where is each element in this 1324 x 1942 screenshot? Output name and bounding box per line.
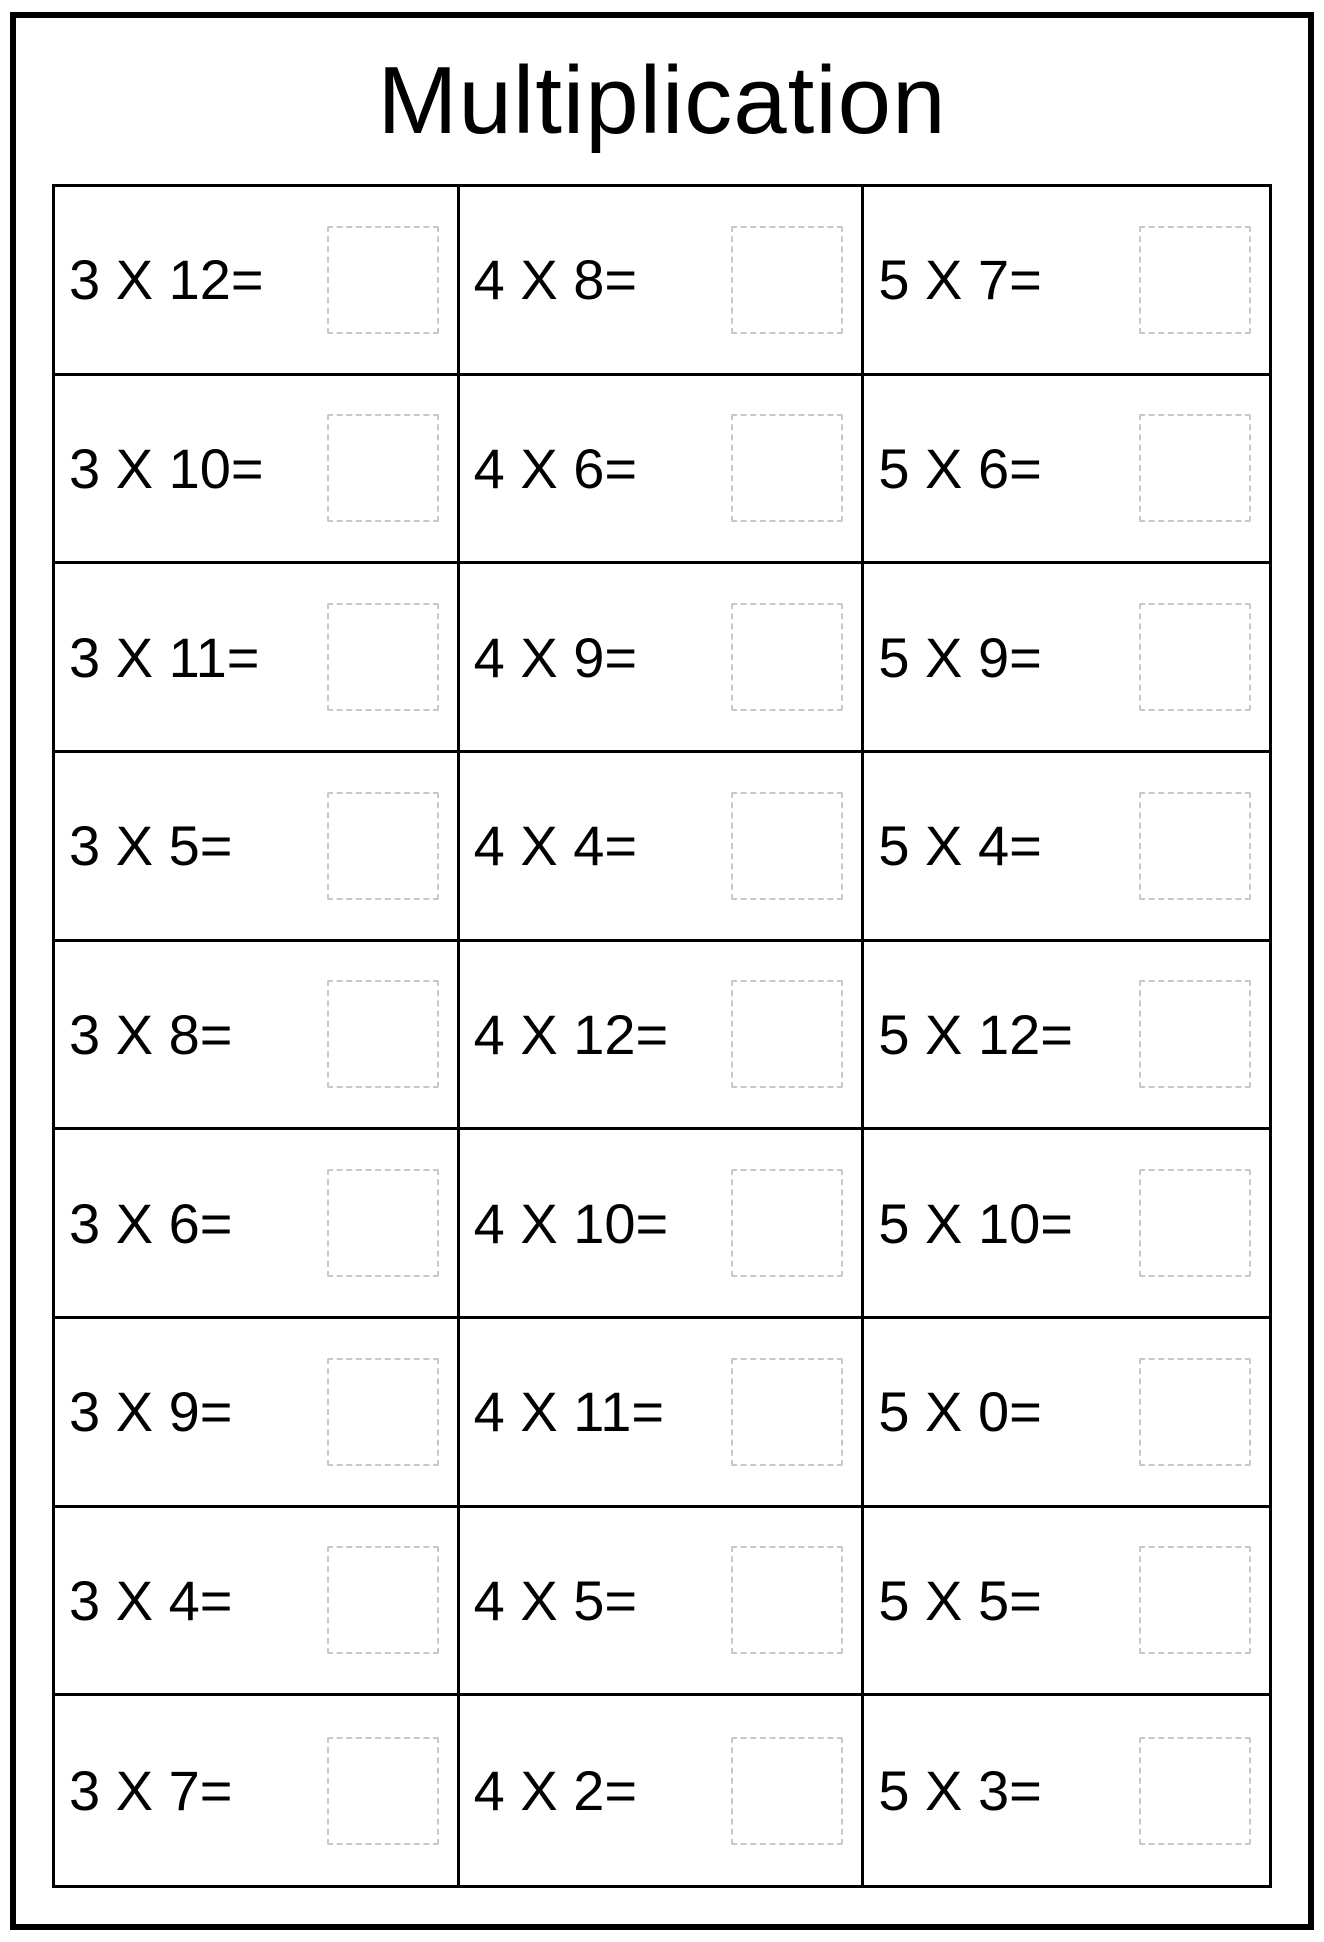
problem-cell: 3 X 5= bbox=[55, 753, 460, 942]
problem-cell: 5 X 0= bbox=[864, 1319, 1269, 1508]
answer-box[interactable] bbox=[1139, 1546, 1251, 1654]
problem-text: 4 X 6= bbox=[474, 436, 732, 501]
problem-cell: 5 X 5= bbox=[864, 1508, 1269, 1697]
answer-box[interactable] bbox=[327, 226, 439, 334]
problem-cell: 3 X 12= bbox=[55, 187, 460, 376]
answer-box[interactable] bbox=[327, 603, 439, 711]
answer-box[interactable] bbox=[731, 1546, 843, 1654]
answer-box[interactable] bbox=[327, 1358, 439, 1466]
page-title: Multiplication bbox=[52, 46, 1272, 156]
problem-cell: 5 X 3= bbox=[864, 1696, 1269, 1885]
problem-cell: 3 X 11= bbox=[55, 564, 460, 753]
problem-text: 5 X 7= bbox=[878, 247, 1139, 312]
problem-cell: 4 X 6= bbox=[460, 376, 865, 565]
problem-cell: 3 X 8= bbox=[55, 942, 460, 1131]
problem-text: 5 X 12= bbox=[878, 1002, 1139, 1067]
problem-text: 5 X 3= bbox=[878, 1758, 1139, 1823]
problem-text: 3 X 7= bbox=[69, 1758, 327, 1823]
problem-text: 4 X 11= bbox=[474, 1379, 732, 1444]
problem-text: 4 X 4= bbox=[474, 813, 732, 878]
problem-cell: 3 X 6= bbox=[55, 1130, 460, 1319]
problem-text: 5 X 6= bbox=[878, 436, 1139, 501]
problem-text: 3 X 6= bbox=[69, 1191, 327, 1256]
answer-box[interactable] bbox=[731, 1169, 843, 1277]
problem-text: 4 X 10= bbox=[474, 1191, 732, 1256]
answer-box[interactable] bbox=[1139, 792, 1251, 900]
answer-box[interactable] bbox=[1139, 1737, 1251, 1845]
problem-cell: 4 X 9= bbox=[460, 564, 865, 753]
problem-text: 3 X 4= bbox=[69, 1568, 327, 1633]
problem-cell: 5 X 4= bbox=[864, 753, 1269, 942]
problem-cell: 4 X 11= bbox=[460, 1319, 865, 1508]
answer-box[interactable] bbox=[327, 792, 439, 900]
problem-cell: 4 X 10= bbox=[460, 1130, 865, 1319]
answer-box[interactable] bbox=[731, 1737, 843, 1845]
problem-text: 4 X 9= bbox=[474, 625, 732, 690]
problem-text: 3 X 11= bbox=[69, 625, 327, 690]
problem-cell: 3 X 4= bbox=[55, 1508, 460, 1697]
problem-text: 3 X 8= bbox=[69, 1002, 327, 1067]
answer-box[interactable] bbox=[731, 603, 843, 711]
problem-text: 5 X 0= bbox=[878, 1379, 1139, 1444]
answer-box[interactable] bbox=[1139, 414, 1251, 522]
problem-grid: 3 X 12= 4 X 8= 5 X 7= 3 X 10= 4 X 6= 5 X… bbox=[52, 184, 1272, 1888]
problem-text: 4 X 5= bbox=[474, 1568, 732, 1633]
problem-cell: 5 X 9= bbox=[864, 564, 1269, 753]
answer-box[interactable] bbox=[731, 980, 843, 1088]
answer-box[interactable] bbox=[327, 1169, 439, 1277]
problem-text: 3 X 9= bbox=[69, 1379, 327, 1444]
answer-box[interactable] bbox=[1139, 1169, 1251, 1277]
problem-text: 3 X 5= bbox=[69, 813, 327, 878]
problem-cell: 3 X 10= bbox=[55, 376, 460, 565]
problem-text: 3 X 10= bbox=[69, 436, 327, 501]
worksheet-frame: Multiplication 3 X 12= 4 X 8= 5 X 7= 3 X… bbox=[10, 12, 1314, 1930]
problem-text: 4 X 2= bbox=[474, 1758, 732, 1823]
problem-text: 3 X 12= bbox=[69, 247, 327, 312]
problem-cell: 4 X 4= bbox=[460, 753, 865, 942]
problem-cell: 3 X 9= bbox=[55, 1319, 460, 1508]
answer-box[interactable] bbox=[731, 226, 843, 334]
answer-box[interactable] bbox=[327, 1737, 439, 1845]
problem-text: 5 X 4= bbox=[878, 813, 1139, 878]
problem-cell: 3 X 7= bbox=[55, 1696, 460, 1885]
answer-box[interactable] bbox=[1139, 603, 1251, 711]
problem-cell: 5 X 10= bbox=[864, 1130, 1269, 1319]
problem-cell: 4 X 8= bbox=[460, 187, 865, 376]
problem-text: 5 X 10= bbox=[878, 1191, 1139, 1256]
answer-box[interactable] bbox=[731, 414, 843, 522]
answer-box[interactable] bbox=[327, 414, 439, 522]
answer-box[interactable] bbox=[1139, 1358, 1251, 1466]
problem-cell: 5 X 6= bbox=[864, 376, 1269, 565]
answer-box[interactable] bbox=[731, 1358, 843, 1466]
answer-box[interactable] bbox=[327, 980, 439, 1088]
answer-box[interactable] bbox=[327, 1546, 439, 1654]
problem-cell: 5 X 12= bbox=[864, 942, 1269, 1131]
problem-text: 5 X 9= bbox=[878, 625, 1139, 690]
answer-box[interactable] bbox=[731, 792, 843, 900]
answer-box[interactable] bbox=[1139, 980, 1251, 1088]
problem-cell: 4 X 5= bbox=[460, 1508, 865, 1697]
answer-box[interactable] bbox=[1139, 226, 1251, 334]
problem-text: 4 X 12= bbox=[474, 1002, 732, 1067]
problem-text: 5 X 5= bbox=[878, 1568, 1139, 1633]
problem-cell: 5 X 7= bbox=[864, 187, 1269, 376]
problem-cell: 4 X 2= bbox=[460, 1696, 865, 1885]
problem-cell: 4 X 12= bbox=[460, 942, 865, 1131]
problem-text: 4 X 8= bbox=[474, 247, 732, 312]
